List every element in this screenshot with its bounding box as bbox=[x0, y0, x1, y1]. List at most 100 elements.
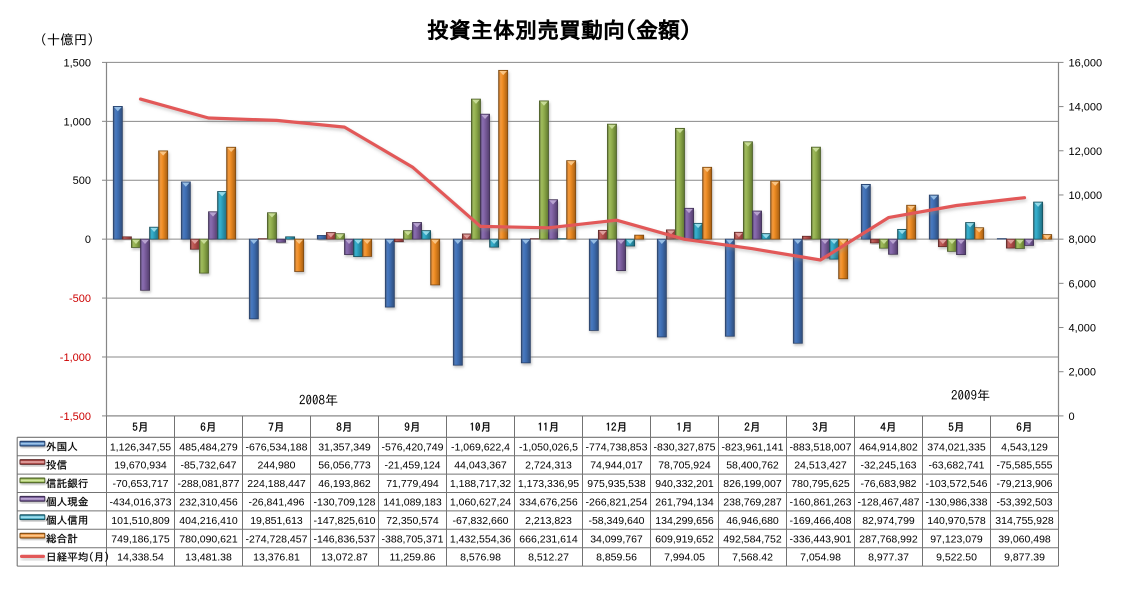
svg-text:16,000: 16,000 bbox=[1069, 57, 1103, 69]
svg-text:-1,050,026,5: -1,050,026,5 bbox=[519, 441, 578, 453]
svg-text:2,724,313: 2,724,313 bbox=[525, 460, 572, 472]
svg-text:-266,821,254: -266,821,254 bbox=[586, 497, 648, 509]
svg-text:31,357,349: 31,357,349 bbox=[318, 441, 371, 453]
svg-text:492,584,752: 492,584,752 bbox=[723, 533, 782, 545]
svg-text:404,216,410: 404,216,410 bbox=[179, 515, 238, 527]
svg-text:74,944,017: 74,944,017 bbox=[590, 460, 643, 472]
svg-text:4,000: 4,000 bbox=[1069, 323, 1097, 335]
svg-text:1,432,554,36: 1,432,554,36 bbox=[450, 533, 511, 545]
svg-text:4,543,129: 4,543,129 bbox=[1001, 441, 1048, 453]
svg-text:-21,459,124: -21,459,124 bbox=[384, 460, 440, 472]
svg-text:-274,728,457: -274,728,457 bbox=[246, 533, 308, 545]
svg-text:244,980: 244,980 bbox=[258, 460, 296, 472]
svg-text:11,259.86: 11,259.86 bbox=[390, 552, 436, 564]
svg-text:1,060,627,24: 1,060,627,24 bbox=[450, 497, 511, 509]
svg-text:8,576.98: 8,576.98 bbox=[460, 552, 501, 564]
svg-text:-169,466,408: -169,466,408 bbox=[790, 515, 852, 527]
svg-text:140,970,578: 140,970,578 bbox=[927, 515, 986, 527]
svg-text:9,877.39: 9,877.39 bbox=[1004, 552, 1045, 564]
svg-text:-32,245,163: -32,245,163 bbox=[860, 460, 916, 472]
svg-text:314,755,928: 314,755,928 bbox=[995, 515, 1054, 527]
svg-text:0: 0 bbox=[1069, 411, 1075, 423]
svg-text:7,054.98: 7,054.98 bbox=[800, 552, 841, 564]
svg-text:-388,705,371: -388,705,371 bbox=[382, 533, 444, 545]
svg-text:-63,682,741: -63,682,741 bbox=[928, 460, 984, 472]
svg-text:2,213,823: 2,213,823 bbox=[525, 515, 572, 527]
svg-text:-1,500: -1,500 bbox=[60, 411, 91, 423]
svg-text:780,090,621: 780,090,621 bbox=[179, 533, 238, 545]
svg-text:8,000: 8,000 bbox=[1069, 234, 1097, 246]
svg-text:-130,709,128: -130,709,128 bbox=[314, 497, 376, 509]
svg-text:6,000: 6,000 bbox=[1069, 278, 1097, 290]
svg-text:10,000: 10,000 bbox=[1069, 190, 1103, 202]
svg-text:0: 0 bbox=[85, 234, 91, 246]
svg-text:24,513,427: 24,513,427 bbox=[794, 460, 847, 472]
svg-text:44,043,367: 44,043,367 bbox=[454, 460, 507, 472]
svg-text:1,188,717,32: 1,188,717,32 bbox=[450, 478, 511, 490]
svg-text:749,186,175: 749,186,175 bbox=[111, 533, 170, 545]
svg-text:-160,861,263: -160,861,263 bbox=[790, 497, 852, 509]
svg-text:-128,467,487: -128,467,487 bbox=[858, 497, 920, 509]
svg-text:826,199,007: 826,199,007 bbox=[723, 478, 782, 490]
svg-text:72,350,574: 72,350,574 bbox=[386, 515, 439, 527]
svg-text:-146,836,537: -146,836,537 bbox=[314, 533, 376, 545]
svg-text:-79,213,906: -79,213,906 bbox=[996, 478, 1052, 490]
svg-text:13,072.87: 13,072.87 bbox=[321, 552, 368, 564]
svg-text:19,851,613: 19,851,613 bbox=[250, 515, 303, 527]
svg-text:2,000: 2,000 bbox=[1069, 367, 1097, 379]
svg-text:-58,349,640: -58,349,640 bbox=[588, 515, 644, 527]
svg-text:134,299,656: 134,299,656 bbox=[655, 515, 714, 527]
svg-text:12,000: 12,000 bbox=[1069, 146, 1103, 158]
svg-text:-288,081,877: -288,081,877 bbox=[178, 478, 240, 490]
svg-text:-76,683,982: -76,683,982 bbox=[860, 478, 916, 490]
svg-text:-830,327,875: -830,327,875 bbox=[654, 441, 716, 453]
svg-text:-434,016,373: -434,016,373 bbox=[110, 497, 172, 509]
svg-text:609,919,652: 609,919,652 bbox=[655, 533, 714, 545]
svg-text:46,946,680: 46,946,680 bbox=[726, 515, 779, 527]
svg-text:78,705,924: 78,705,924 bbox=[658, 460, 711, 472]
svg-text:238,769,287: 238,769,287 bbox=[723, 497, 782, 509]
svg-text:46,193,862: 46,193,862 bbox=[318, 478, 371, 490]
svg-text:666,231,614: 666,231,614 bbox=[519, 533, 578, 545]
svg-text:9,522.50: 9,522.50 bbox=[936, 552, 977, 564]
svg-text:-26,841,496: -26,841,496 bbox=[248, 497, 304, 509]
svg-text:940,332,201: 940,332,201 bbox=[655, 478, 714, 490]
svg-text:82,974,799: 82,974,799 bbox=[862, 515, 915, 527]
svg-text:1,173,336,95: 1,173,336,95 bbox=[518, 478, 579, 490]
svg-text:-1,069,622,4: -1,069,622,4 bbox=[451, 441, 510, 453]
svg-text:-676,534,188: -676,534,188 bbox=[246, 441, 308, 453]
svg-text:-774,738,853: -774,738,853 bbox=[586, 441, 648, 453]
svg-text:7,994.05: 7,994.05 bbox=[664, 552, 705, 564]
svg-text:58,400,762: 58,400,762 bbox=[726, 460, 779, 472]
svg-text:71,779,494: 71,779,494 bbox=[386, 478, 439, 490]
svg-text:334,676,256: 334,676,256 bbox=[519, 497, 578, 509]
svg-text:8,859.56: 8,859.56 bbox=[596, 552, 637, 564]
svg-text:464,914,802: 464,914,802 bbox=[859, 441, 918, 453]
svg-text:1,126,347,55: 1,126,347,55 bbox=[110, 441, 171, 453]
svg-text:34,099,767: 34,099,767 bbox=[590, 533, 643, 545]
svg-text:141,089,183: 141,089,183 bbox=[383, 497, 442, 509]
svg-text:7,568.42: 7,568.42 bbox=[732, 552, 773, 564]
svg-text:39,060,498: 39,060,498 bbox=[998, 533, 1051, 545]
svg-text:56,056,773: 56,056,773 bbox=[318, 460, 371, 472]
svg-text:97,123,079: 97,123,079 bbox=[930, 533, 983, 545]
svg-text:500: 500 bbox=[73, 175, 91, 187]
svg-text:-67,832,660: -67,832,660 bbox=[452, 515, 508, 527]
svg-text:224,188,447: 224,188,447 bbox=[247, 478, 306, 490]
svg-text:780,795,625: 780,795,625 bbox=[791, 478, 850, 490]
svg-text:-75,585,555: -75,585,555 bbox=[996, 460, 1052, 472]
svg-text:13,376.81: 13,376.81 bbox=[253, 552, 300, 564]
svg-text:-823,961,141: -823,961,141 bbox=[722, 441, 784, 453]
svg-text:14,338.54: 14,338.54 bbox=[117, 552, 164, 564]
svg-text:14,000: 14,000 bbox=[1069, 102, 1103, 114]
svg-text:261,794,134: 261,794,134 bbox=[655, 497, 714, 509]
svg-text:8,512.27: 8,512.27 bbox=[528, 552, 569, 564]
svg-text:-576,420,749: -576,420,749 bbox=[382, 441, 444, 453]
svg-text:-147,825,610: -147,825,610 bbox=[314, 515, 376, 527]
svg-text:1,000: 1,000 bbox=[63, 116, 91, 128]
svg-text:485,484,279: 485,484,279 bbox=[179, 441, 238, 453]
svg-text:19,670,934: 19,670,934 bbox=[114, 460, 167, 472]
svg-text:975,935,538: 975,935,538 bbox=[587, 478, 646, 490]
svg-text:374,021,335: 374,021,335 bbox=[927, 441, 986, 453]
svg-text:-130,986,338: -130,986,338 bbox=[926, 497, 988, 509]
